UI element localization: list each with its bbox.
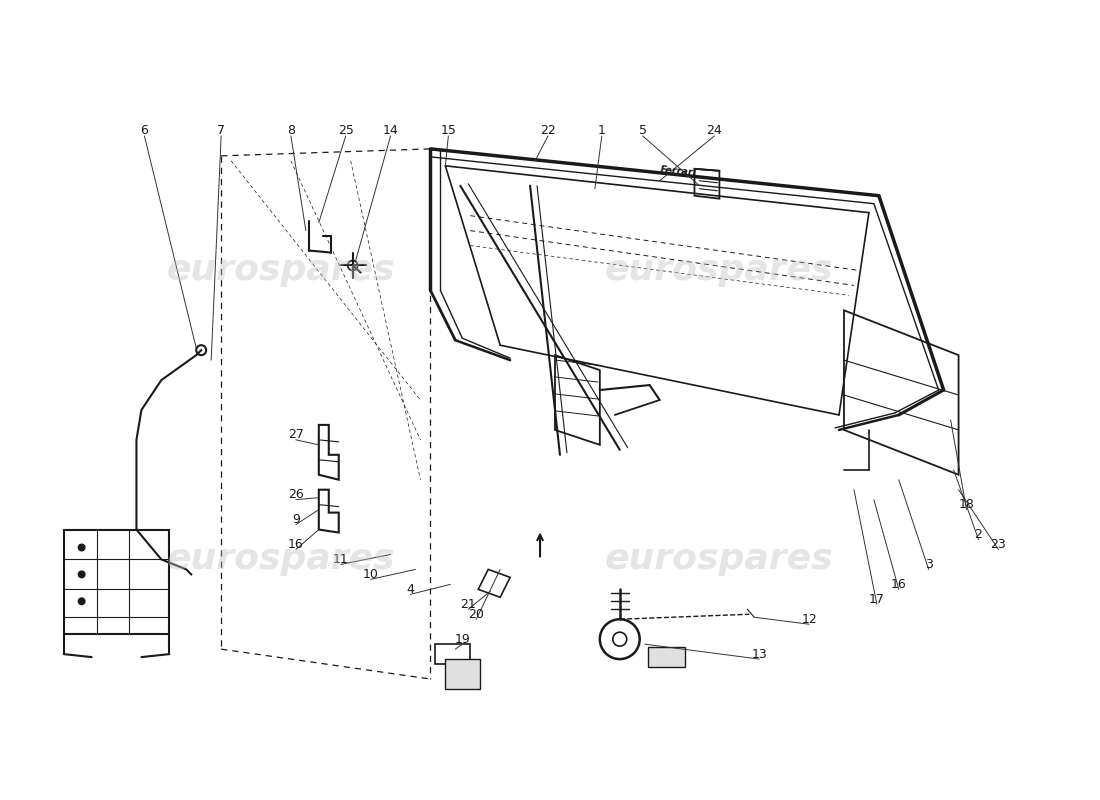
Text: 14: 14 <box>383 125 398 138</box>
Text: 24: 24 <box>706 125 723 138</box>
Text: Ferrari: Ferrari <box>660 165 697 178</box>
Circle shape <box>78 570 86 578</box>
Text: 4: 4 <box>407 583 415 596</box>
Text: 9: 9 <box>292 513 300 526</box>
Text: 16: 16 <box>891 578 906 591</box>
Text: 27: 27 <box>288 428 304 442</box>
Text: 10: 10 <box>363 568 378 581</box>
Text: 20: 20 <box>469 608 484 621</box>
Text: 23: 23 <box>991 538 1006 551</box>
Text: eurospares: eurospares <box>605 254 834 287</box>
Text: 18: 18 <box>958 498 975 511</box>
Text: eurospares: eurospares <box>166 542 395 577</box>
Text: 1: 1 <box>598 125 606 138</box>
Text: 7: 7 <box>217 125 226 138</box>
Text: 13: 13 <box>751 648 767 661</box>
Circle shape <box>78 598 86 606</box>
Text: 12: 12 <box>801 613 817 626</box>
Text: 17: 17 <box>869 593 884 606</box>
Text: 15: 15 <box>440 125 456 138</box>
Text: 6: 6 <box>141 125 149 138</box>
Text: 5: 5 <box>639 125 647 138</box>
Text: 22: 22 <box>540 125 556 138</box>
Text: eurospares: eurospares <box>166 254 395 287</box>
Polygon shape <box>446 659 481 689</box>
Text: 16: 16 <box>288 538 304 551</box>
Circle shape <box>78 543 86 551</box>
Text: 21: 21 <box>461 598 476 610</box>
Text: 2: 2 <box>975 528 982 541</box>
Polygon shape <box>648 647 684 667</box>
Text: 26: 26 <box>288 488 304 501</box>
Text: 3: 3 <box>925 558 933 571</box>
Text: 19: 19 <box>454 633 470 646</box>
Text: 25: 25 <box>338 125 353 138</box>
Text: eurospares: eurospares <box>605 542 834 577</box>
Text: 8: 8 <box>287 125 295 138</box>
Text: 11: 11 <box>333 553 349 566</box>
